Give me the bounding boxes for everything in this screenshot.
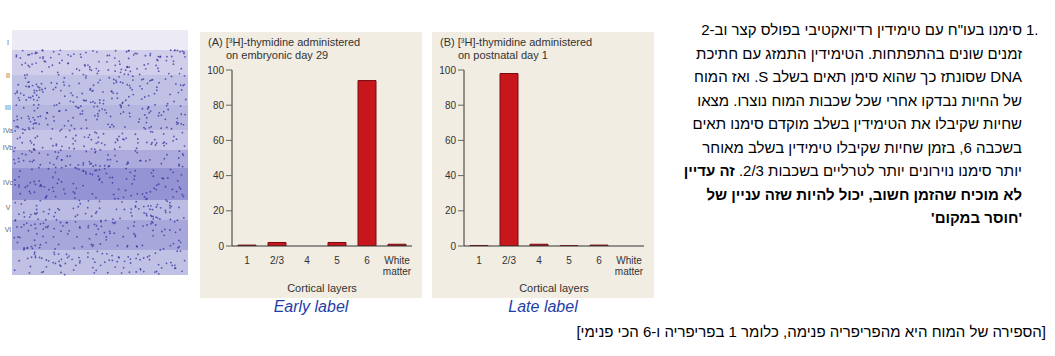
svg-text:20: 20	[213, 205, 225, 216]
svg-text:40: 40	[445, 170, 457, 181]
svg-text:60: 60	[213, 135, 225, 146]
svg-text:Whitematter: Whitematter	[615, 255, 644, 277]
svg-text:VI: VI	[5, 226, 12, 233]
html-text:on postnatal day 1: on postnatal day 1	[458, 49, 548, 61]
svg-text:Cortical layers: Cortical layers	[287, 282, 357, 294]
svg-text:2/3: 2/3	[502, 255, 516, 266]
svg-text:20: 20	[445, 205, 457, 216]
svg-text:100: 100	[207, 65, 224, 76]
svg-text:1: 1	[244, 255, 250, 266]
svg-text:0: 0	[450, 241, 456, 252]
svg-text:II: II	[6, 72, 10, 79]
svg-text:5: 5	[334, 255, 340, 266]
svg-text:100: 100	[439, 65, 456, 76]
svg-text:80: 80	[445, 100, 457, 111]
svg-text:4: 4	[536, 255, 542, 266]
svg-text:6: 6	[364, 255, 370, 266]
html-text:[הספירה של המוח היא מהפריפריה: [הספירה של המוח היא מהפריפריה פנימה, כלו…	[576, 323, 1046, 340]
svg-text:40: 40	[213, 170, 225, 181]
svg-text:IVa: IVa	[3, 127, 13, 134]
html-text:(B) [³H]-thymidine administere: (B) [³H]-thymidine administered	[440, 36, 593, 48]
svg-text:5: 5	[566, 255, 572, 266]
svg-text:4: 4	[304, 255, 310, 266]
svg-text:I: I	[7, 39, 9, 46]
svg-text:V: V	[6, 204, 11, 211]
html-text:Early label: Early label	[273, 298, 349, 315]
html-text:סימנו בעו"ח עם טימידין רדיואקט: סימנו בעו"ח עם טימידין רדיואקטיבי בפולס …	[692, 21, 1022, 179]
html-text:on embryonic day 29: on embryonic day 29	[226, 49, 329, 61]
svg-text:2/3: 2/3	[270, 255, 284, 266]
svg-text:IVb: IVb	[3, 144, 14, 151]
svg-text:IVc: IVc	[3, 179, 14, 186]
svg-text:Cortical layers: Cortical layers	[519, 282, 589, 294]
html-text:(A) [³H]-thymidine administere: (A) [³H]-thymidine administered	[208, 36, 361, 48]
svg-text:6: 6	[596, 255, 602, 266]
html-text:1.: 1.	[1026, 21, 1039, 38]
html-text:Late label: Late label	[508, 298, 578, 315]
svg-text:80: 80	[213, 100, 225, 111]
svg-text:1: 1	[476, 255, 482, 266]
svg-text:0: 0	[218, 241, 224, 252]
svg-text:III: III	[5, 104, 11, 111]
svg-text:Whitematter: Whitematter	[383, 255, 412, 277]
svg-text:60: 60	[445, 135, 457, 146]
html-text:זה עדיין לא מוכיח שהזמן חשוב,: זה עדיין לא מוכיח שהזמן חשוב, יכול להיות…	[683, 162, 1022, 226]
